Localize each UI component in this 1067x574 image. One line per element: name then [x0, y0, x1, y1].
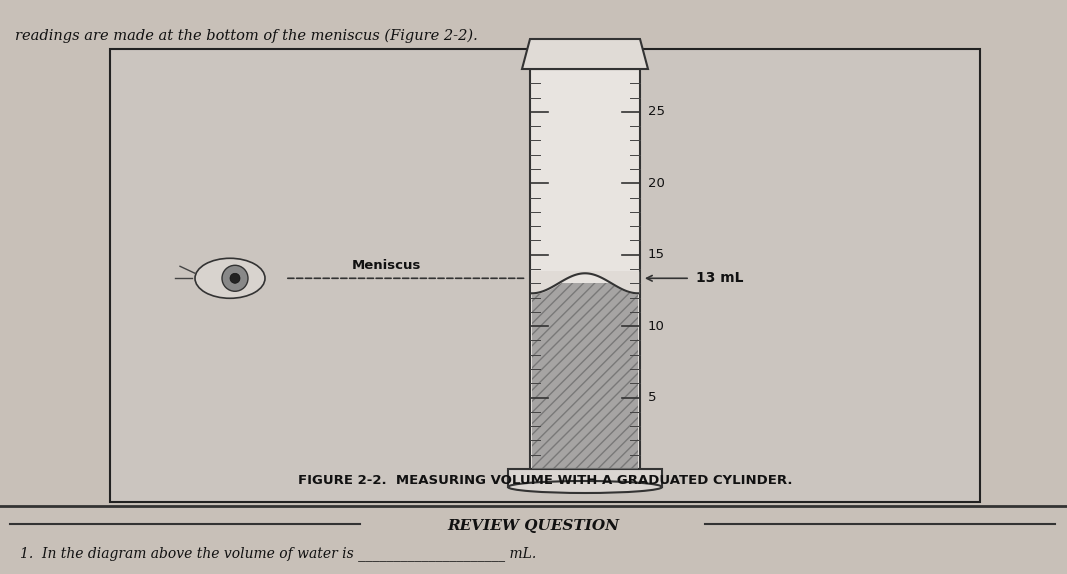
Bar — [530, 69, 640, 469]
Text: 25: 25 — [648, 106, 665, 118]
Text: REVIEW QUESTION: REVIEW QUESTION — [447, 519, 619, 533]
Text: 15: 15 — [648, 248, 665, 261]
Ellipse shape — [195, 258, 265, 298]
Bar — [508, 469, 662, 487]
Text: 1.  In the diagram above the volume of water is _____________________ mL.: 1. In the diagram above the volume of wa… — [20, 546, 537, 561]
Bar — [532, 284, 638, 469]
Circle shape — [222, 265, 248, 291]
Polygon shape — [522, 39, 648, 69]
Text: 13 mL: 13 mL — [696, 272, 744, 285]
Text: 10: 10 — [648, 320, 665, 333]
Text: 20: 20 — [648, 177, 665, 190]
Ellipse shape — [508, 481, 662, 493]
Text: readings are made at the bottom of the meniscus (Figure 2-2).: readings are made at the bottom of the m… — [15, 29, 478, 44]
Text: 5: 5 — [648, 391, 656, 404]
Text: FIGURE 2-2.  MEASURING VOLUME WITH A GRADUATED CYLINDER.: FIGURE 2-2. MEASURING VOLUME WITH A GRAD… — [298, 474, 793, 487]
Text: Meniscus: Meniscus — [352, 259, 421, 272]
FancyBboxPatch shape — [110, 49, 980, 502]
Circle shape — [230, 273, 240, 284]
